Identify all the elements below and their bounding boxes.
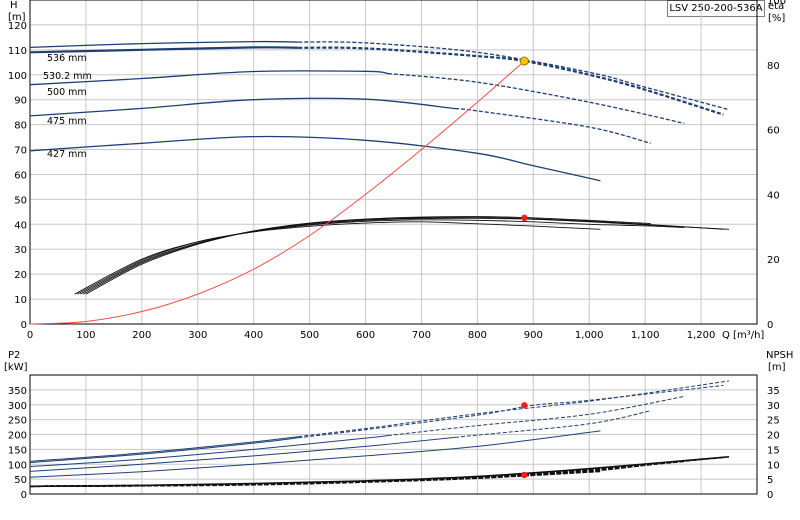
q-x-tick-label: 1,000 — [575, 330, 604, 341]
p2-axis-label: P2 — [8, 350, 20, 361]
p2-y-tick-label: 50 — [14, 475, 27, 486]
npsh-unit-label: [m] — [768, 362, 786, 373]
efficiency-curve — [82, 216, 724, 295]
head-y-tick-label: 0 — [21, 320, 27, 331]
eta-y-tick-label: 40 — [767, 190, 780, 201]
q-x-tick-label: 800 — [468, 330, 487, 341]
head-curve-extended — [298, 46, 724, 116]
impeller-diameter-label: 427 mm — [47, 149, 87, 160]
head-y-tick-label: 10 — [14, 295, 27, 306]
head-curve — [29, 97, 456, 117]
power-plot-frame — [29, 374, 758, 495]
power-curve-extended — [387, 395, 685, 437]
head-plot-frame — [29, 0, 758, 325]
head-curve-extended — [387, 72, 685, 125]
p2-unit-label: [kW] — [4, 362, 28, 373]
efficiency-curve — [74, 221, 601, 295]
p2-y-tick-label: 200 — [8, 431, 27, 442]
head-curve — [29, 40, 299, 49]
q-x-tick-label: 100 — [76, 330, 95, 341]
efficiency-curve — [80, 217, 730, 295]
p2-y-tick-label: 300 — [8, 401, 27, 412]
q-x-tick-label: 600 — [356, 330, 375, 341]
head-y-tick-label: 110 — [8, 46, 27, 57]
head-y-tick-label: 90 — [14, 96, 27, 107]
head-y-tick-label: 20 — [14, 270, 27, 281]
head-curve — [29, 135, 601, 182]
q-x-tick-label: 200 — [132, 330, 151, 341]
head-y-tick-label: 100 — [8, 71, 27, 82]
impeller-diameter-label: 500 mm — [47, 87, 87, 98]
npsh-y-tick-label: 20 — [767, 431, 780, 442]
head-y-tick-label: 60 — [14, 170, 27, 181]
duty-point-efficiency — [521, 214, 528, 222]
npsh-y-tick-label: 30 — [767, 401, 780, 412]
npsh-curve — [29, 470, 601, 488]
q-x-tick-label: 900 — [524, 330, 543, 341]
q-x-tick-label: 400 — [244, 330, 263, 341]
q-x-tick-label: 1,100 — [631, 330, 660, 341]
npsh-y-tick-label: 15 — [767, 445, 780, 456]
power-curve — [29, 436, 299, 462]
power-curve-extended — [298, 380, 730, 438]
p2-y-tick-label: 150 — [8, 445, 27, 456]
q-x-tick-label: 0 — [27, 330, 33, 341]
head-y-tick-label: 120 — [8, 21, 27, 32]
head-y-tick-label: 30 — [14, 245, 27, 256]
head-curve — [29, 70, 389, 86]
duty-point-npsh — [521, 471, 528, 479]
q-axis-label: Q [m³/h] — [722, 330, 764, 341]
power-curve — [29, 430, 601, 478]
npsh-y-tick-label: 5 — [767, 475, 773, 486]
eta-y-tick-label: 20 — [767, 255, 780, 266]
q-x-tick-label: 700 — [412, 330, 431, 341]
impeller-diameter-label: 536 mm — [47, 53, 87, 64]
head-unit-label: [m] — [8, 12, 26, 23]
eta-axis-label: eta — [768, 1, 784, 12]
npsh-y-tick-label: 0 — [767, 490, 773, 501]
power-curve — [29, 437, 299, 463]
eta-y-tick-label: 80 — [767, 61, 780, 72]
eta-y-tick-label: 60 — [767, 126, 780, 137]
impeller-diameter-label: 530.2 mm — [43, 71, 92, 82]
p2-y-tick-label: 350 — [8, 386, 27, 397]
head-y-tick-label: 40 — [14, 220, 27, 231]
p2-y-tick-label: 0 — [21, 490, 27, 501]
efficiency-curve — [85, 216, 651, 295]
q-x-tick-label: 500 — [300, 330, 319, 341]
q-x-tick-label: 300 — [188, 330, 207, 341]
eta-y-tick-label: 100 — [767, 0, 786, 7]
head-axis-label: H — [10, 0, 18, 11]
npsh-y-tick-label: 10 — [767, 460, 780, 471]
power-curve — [29, 435, 388, 468]
efficiency-curve — [77, 219, 685, 295]
power-curve-extended — [454, 410, 651, 438]
npsh-y-tick-label: 35 — [767, 386, 780, 397]
system-curve — [29, 60, 525, 325]
head-y-tick-label: 70 — [14, 146, 27, 157]
head-y-tick-label: 50 — [14, 195, 27, 206]
power-curve-extended — [298, 384, 724, 439]
duty-point-head — [519, 56, 529, 66]
npsh-axis-label: NPSH — [766, 350, 793, 361]
eta-y-tick-label: 0 — [767, 320, 773, 331]
duty-point-power — [521, 402, 528, 409]
head-curve — [29, 46, 299, 54]
p2-y-tick-label: 100 — [8, 460, 27, 471]
p2-y-tick-label: 250 — [8, 416, 27, 427]
npsh-y-tick-label: 25 — [767, 416, 780, 427]
q-x-tick-label: 1,200 — [687, 330, 716, 341]
impeller-diameter-label: 475 mm — [47, 116, 87, 127]
head-curve-extended — [454, 107, 651, 144]
eta-unit-label: [%] — [768, 13, 785, 24]
power-curve — [29, 436, 456, 472]
head-y-tick-label: 80 — [14, 121, 27, 132]
